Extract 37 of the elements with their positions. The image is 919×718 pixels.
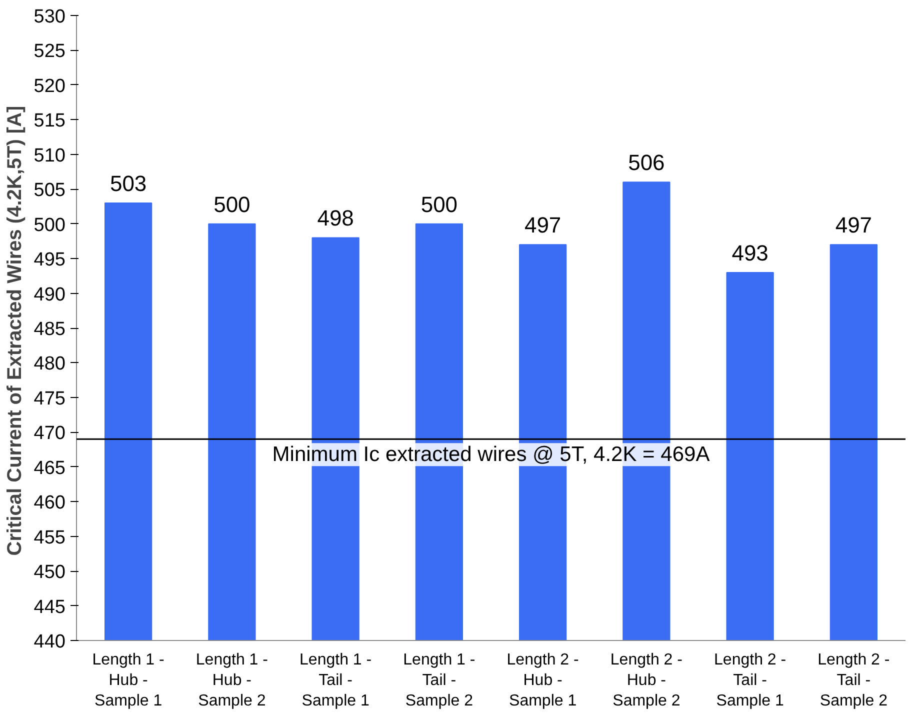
x-tick-label: Length 2 - Hub - Sample 1	[506, 652, 579, 710]
data-label: 497	[524, 212, 562, 238]
data-label: 497	[835, 212, 872, 238]
y-axis-title: Critical Current of Extracted Wires (4.2K,5T) [A]	[4, 106, 26, 556]
x-tick-label: Length 2 - Hub - Sample 2	[610, 652, 682, 710]
data-label: 493	[732, 240, 768, 266]
y-tick-label: 455	[34, 527, 66, 548]
data-label: 500	[214, 192, 250, 217]
y-tick-label: 530	[34, 6, 66, 28]
y-tick-label: 460	[34, 492, 66, 514]
y-tick-label: 475	[34, 388, 66, 410]
x-tick-label: Length 1 - Tail - Sample 2	[403, 652, 476, 710]
y-tick-label: 465	[34, 458, 66, 479]
y-tick-label: 490	[34, 284, 66, 306]
x-tick-label: Length 2 - Tail - Sample 2	[818, 652, 890, 710]
y-tick-label: 495	[34, 250, 66, 271]
y-tick-label: 525	[34, 41, 66, 62]
data-label: 500	[420, 192, 458, 217]
x-tick-label: Length 1 - Hub - Sample 2	[196, 652, 268, 710]
y-tick-label: 445	[34, 596, 66, 618]
x-tick-label: Length 2 - Tail - Sample 1	[714, 652, 786, 710]
y-tick-label: 510	[34, 145, 66, 166]
y-tick-label: 440	[34, 632, 66, 652]
x-tick-label: Length 1 - Tail - Sample 1	[300, 652, 372, 710]
y-tick-label: 470	[34, 423, 66, 444]
ref-line-label: Minimum Ic extracted wires @ 5T, 4.2K = 469A	[272, 443, 710, 466]
x-tick-label: Length 1 - Hub - Sample 1	[92, 652, 164, 710]
y-tick-label: 480	[34, 354, 66, 375]
y-tick-label: 500	[34, 214, 66, 236]
y-tick-label: 505	[34, 180, 66, 202]
y-tick-label: 485	[34, 319, 66, 340]
y-tick-label: 520	[34, 76, 66, 97]
y-tick-label: 450	[34, 562, 66, 584]
data-label: 503	[110, 171, 147, 196]
y-tick-label: 515	[34, 110, 66, 132]
data-label: 498	[317, 206, 354, 231]
data-label: 506	[628, 150, 665, 176]
